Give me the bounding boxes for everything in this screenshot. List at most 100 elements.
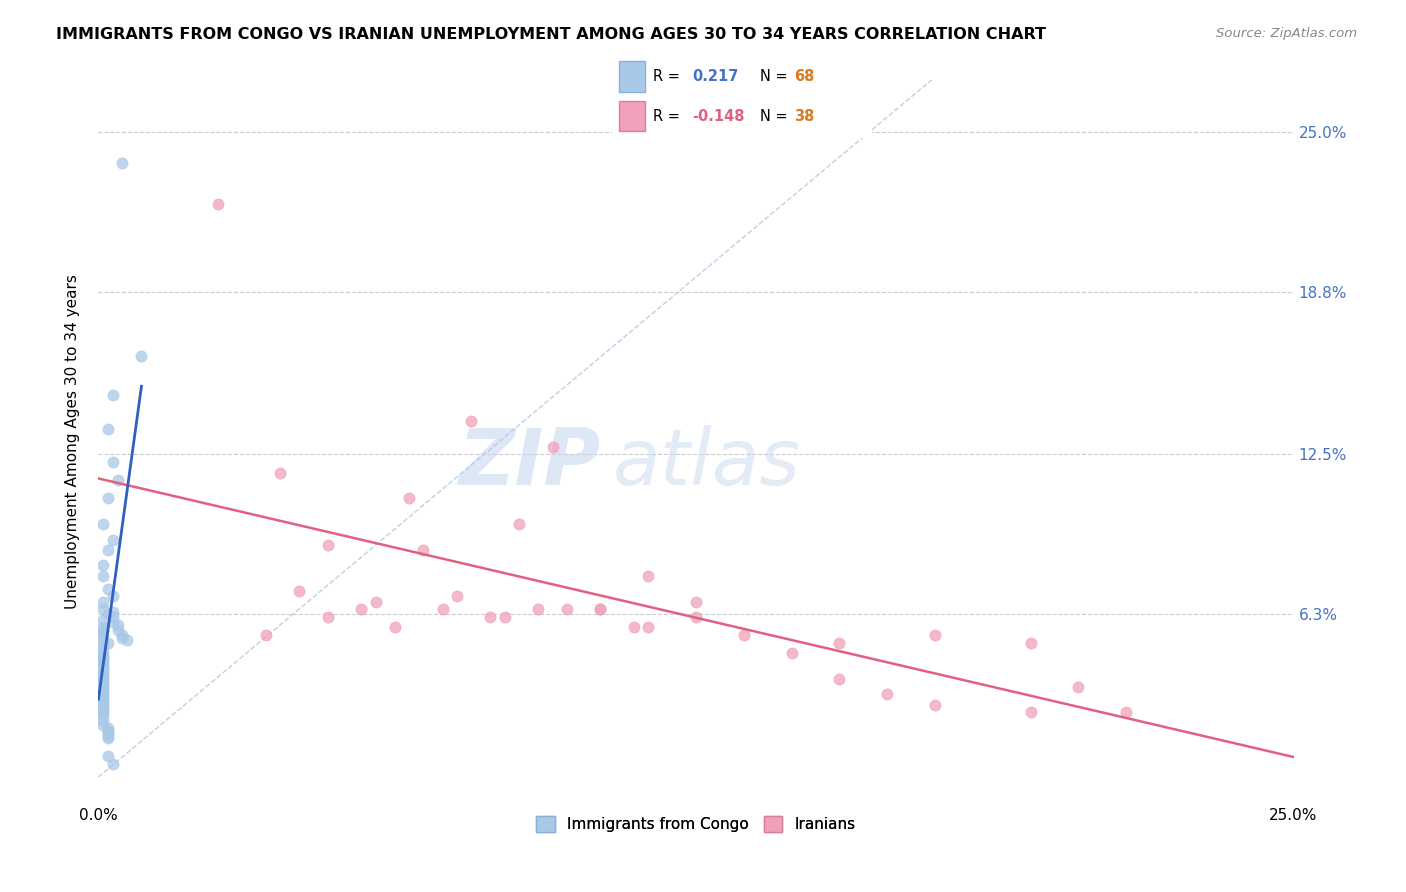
Point [91, 706, 114, 720]
Point [97, 726, 120, 740]
Point [91, 690, 114, 704]
Point [91, 669, 114, 683]
Text: 38: 38 [793, 109, 814, 124]
FancyBboxPatch shape [620, 62, 645, 92]
Point [111, 628, 134, 642]
Point [91, 625, 114, 640]
Point [494, 610, 516, 624]
Text: ZIP: ZIP [458, 425, 600, 501]
Point [91, 700, 114, 714]
Point [111, 631, 134, 645]
FancyBboxPatch shape [620, 101, 645, 131]
Point [91, 594, 114, 608]
Y-axis label: Unemployment Among Ages 30 to 34 years: Unemployment Among Ages 30 to 34 years [65, 274, 80, 609]
Point [398, 491, 420, 506]
Point [97, 749, 120, 764]
Point [446, 590, 468, 604]
Point [97, 636, 120, 650]
Point [555, 602, 578, 616]
Point [91, 687, 114, 701]
Text: atlas: atlas [613, 425, 800, 501]
Point [637, 568, 659, 582]
Point [91, 602, 114, 616]
Point [101, 615, 124, 630]
Point [91, 703, 114, 717]
Point [91, 692, 114, 706]
Point [508, 517, 530, 532]
Point [254, 628, 277, 642]
Point [1115, 706, 1137, 720]
Point [91, 672, 114, 686]
Text: R =: R = [654, 109, 685, 124]
Point [131, 350, 153, 364]
Point [91, 680, 114, 694]
Point [91, 685, 114, 699]
Point [91, 718, 114, 732]
Point [460, 414, 482, 428]
Point [91, 558, 114, 573]
Point [924, 698, 946, 712]
Point [91, 698, 114, 712]
Point [91, 677, 114, 691]
Point [107, 473, 129, 487]
Point [350, 602, 373, 616]
Text: 68: 68 [793, 69, 814, 84]
Point [412, 542, 434, 557]
Point [91, 613, 114, 627]
Point [91, 713, 114, 727]
Point [91, 659, 114, 673]
Point [384, 620, 406, 634]
Point [107, 623, 129, 637]
Point [91, 664, 114, 678]
Text: N =: N = [759, 69, 792, 84]
Point [91, 666, 114, 681]
Legend: Immigrants from Congo, Iranians: Immigrants from Congo, Iranians [530, 810, 862, 838]
Point [479, 610, 502, 624]
Point [589, 602, 612, 616]
Point [541, 440, 564, 454]
Point [101, 388, 124, 402]
Point [97, 723, 120, 738]
Point [269, 466, 291, 480]
Point [1019, 706, 1042, 720]
Point [207, 197, 229, 211]
Text: N =: N = [759, 109, 792, 124]
Point [1019, 636, 1042, 650]
Point [91, 646, 114, 660]
Point [623, 620, 645, 634]
Point [828, 672, 851, 686]
Point [780, 646, 803, 660]
Point [91, 657, 114, 671]
Point [91, 628, 114, 642]
Point [97, 491, 120, 506]
Point [91, 568, 114, 582]
Point [91, 640, 114, 655]
Point [685, 610, 707, 624]
Point [828, 636, 851, 650]
Point [111, 156, 134, 170]
Point [101, 455, 124, 469]
Point [97, 582, 120, 596]
Point [91, 620, 114, 634]
Point [97, 542, 120, 557]
Point [97, 721, 120, 735]
Text: Source: ZipAtlas.com: Source: ZipAtlas.com [1216, 27, 1357, 40]
Text: -0.148: -0.148 [692, 109, 745, 124]
Text: R =: R = [654, 69, 685, 84]
Point [91, 695, 114, 709]
Point [101, 533, 124, 547]
Point [432, 602, 454, 616]
Point [97, 731, 120, 746]
Text: 0.217: 0.217 [692, 69, 738, 84]
Point [91, 654, 114, 668]
Point [637, 620, 659, 634]
Point [91, 648, 114, 663]
Point [876, 687, 898, 701]
Point [91, 633, 114, 648]
Point [101, 757, 124, 772]
Point [91, 674, 114, 689]
Point [91, 682, 114, 697]
Point [97, 422, 120, 436]
Point [107, 617, 129, 632]
Point [101, 610, 124, 624]
